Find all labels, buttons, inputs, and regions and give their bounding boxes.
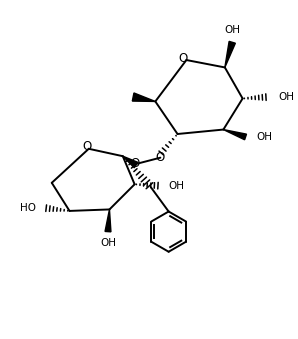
Polygon shape bbox=[224, 129, 246, 140]
Polygon shape bbox=[105, 210, 111, 232]
Text: OH: OH bbox=[169, 181, 185, 191]
Text: HO: HO bbox=[19, 203, 35, 213]
Polygon shape bbox=[132, 93, 155, 101]
Text: OH: OH bbox=[278, 92, 294, 102]
Text: O: O bbox=[155, 151, 164, 164]
Text: OH: OH bbox=[224, 25, 240, 35]
Text: O: O bbox=[130, 157, 139, 170]
Text: O: O bbox=[179, 52, 188, 65]
Polygon shape bbox=[225, 41, 235, 67]
Text: O: O bbox=[83, 140, 92, 153]
Polygon shape bbox=[123, 156, 138, 168]
Text: OH: OH bbox=[256, 132, 272, 142]
Text: OH: OH bbox=[100, 238, 116, 247]
